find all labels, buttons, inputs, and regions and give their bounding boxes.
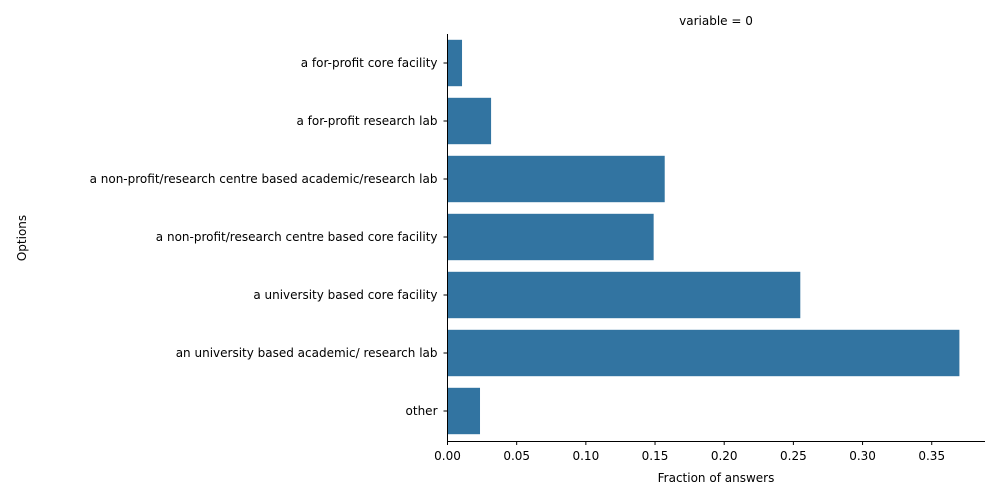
y-tick-label: a for-profit core facility: [301, 56, 438, 70]
bar-1: [447, 97, 492, 145]
chart-title: variable = 0: [679, 14, 753, 28]
bar-4: [447, 271, 801, 319]
y-tick-labels: a for-profit core facility a for-profit r…: [90, 56, 448, 418]
bar-3: [447, 213, 654, 261]
x-tick-label: 0.25: [780, 449, 807, 463]
x-axis-label: Fraction of answers: [658, 471, 775, 485]
x-tick-label: 0.00: [434, 449, 461, 463]
x-ticks: 0.00 0.05 0.10 0.15 0.20 0.25 0.30 0.35: [434, 441, 945, 463]
y-tick-label: an university based academic/ research l…: [176, 346, 438, 360]
bar-2: [447, 155, 665, 203]
y-tick-label: a for-profit research lab: [297, 114, 438, 128]
y-tick-label: a non-profit/research centre based core …: [156, 230, 438, 244]
bar-5: [447, 329, 960, 377]
x-tick-label: 0.05: [503, 449, 530, 463]
x-tick-label: 0.15: [642, 449, 669, 463]
y-tick-label: a non-profit/research centre based acade…: [90, 172, 438, 186]
y-tick-label: a university based core facility: [253, 288, 437, 302]
x-tick-label: 0.30: [849, 449, 876, 463]
x-tick-label: 0.35: [918, 449, 945, 463]
bars-group: [447, 39, 960, 435]
bar-6: [447, 387, 481, 435]
bar-0: [447, 39, 463, 87]
x-tick-label: 0.10: [572, 449, 599, 463]
x-tick-label: 0.20: [711, 449, 738, 463]
y-axis-label: Options: [15, 215, 29, 261]
y-tick-label: other: [406, 404, 438, 418]
